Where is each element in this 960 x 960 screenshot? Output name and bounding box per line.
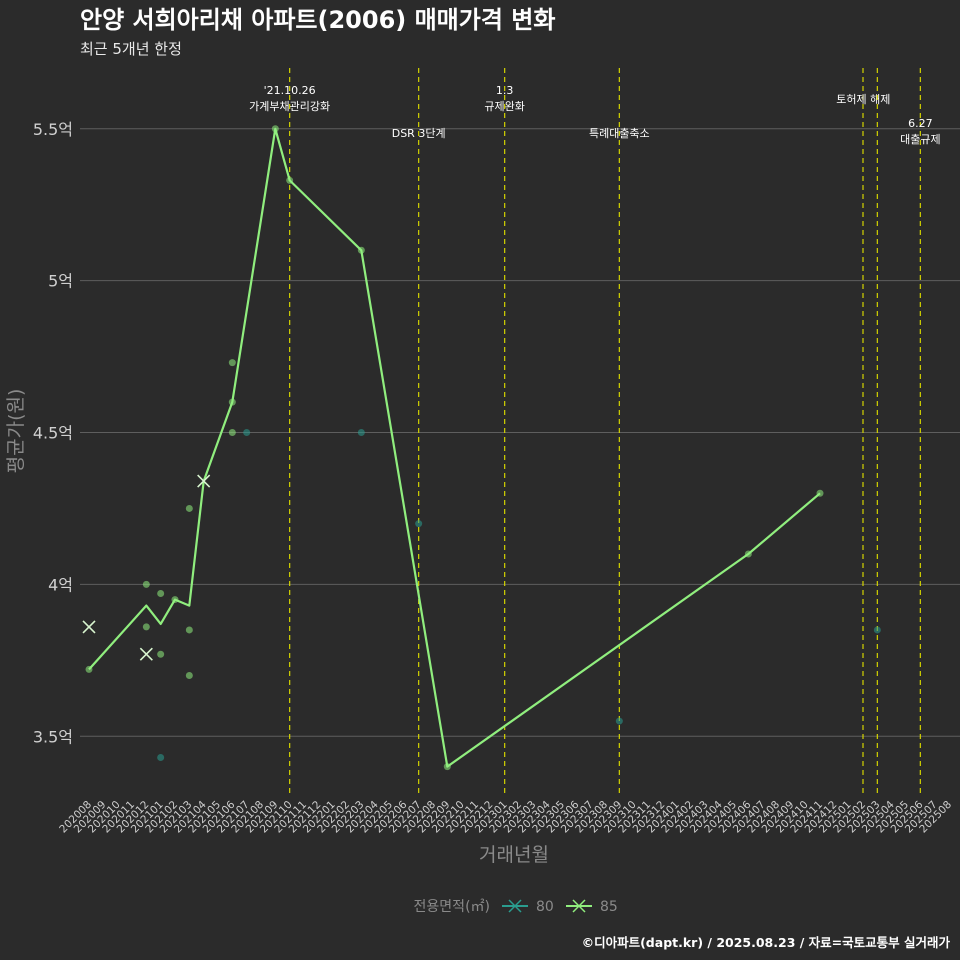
data-point-85: [157, 650, 165, 658]
data-point-85: [185, 504, 193, 512]
legend-item-85: 85: [566, 899, 618, 915]
credit-text: ©디아파트(dapt.kr) / 2025.08.23 / 자료=국토교통부 실…: [582, 935, 951, 950]
average-marker-85: [139, 647, 153, 661]
data-point-85: [228, 359, 236, 367]
data-point-80: [615, 717, 623, 725]
y-axis-ticks: 3.5억 4억 4.5억 5억 5.5억: [33, 120, 73, 747]
y-axis-label: 평균가(원): [5, 389, 27, 474]
event-label: 1.3: [496, 84, 514, 97]
event-label: 특례대출축소: [589, 127, 650, 140]
data-point-85: [228, 429, 236, 436]
data-point-85: [142, 580, 150, 588]
chart-title: 안양 서희아리채 아파트(2006) 매매가격 변화: [80, 6, 555, 34]
average-marker-85: [82, 620, 96, 634]
legend: 전용면적(㎡) 80 85: [414, 899, 618, 915]
data-point-80: [357, 429, 365, 436]
y-tick-label: 3.5억: [33, 727, 73, 746]
legend-swatch-80-cross-icon: [508, 899, 522, 913]
y-tick-label: 5억: [48, 272, 73, 291]
x-axis-ticks: 2020082020092020102020112020122021012021…: [57, 798, 954, 835]
data-point-85: [185, 626, 193, 634]
data-point-80: [157, 754, 165, 762]
event-label: 가계부채관리강화: [249, 100, 330, 113]
legend-label-80: 80: [536, 899, 554, 915]
event-label: DSR 3단계: [392, 127, 446, 140]
legend-item-80: 80: [502, 899, 554, 915]
data-point-80: [873, 626, 881, 634]
series-line-85: [88, 127, 821, 768]
data-point-85: [157, 589, 165, 597]
y-tick-label: 4억: [48, 575, 73, 594]
legend-label-85: 85: [600, 899, 618, 915]
event-label: 규제완화: [484, 100, 524, 113]
chart-subtitle: 최근 5개년 한정: [80, 40, 182, 58]
series: [82, 125, 881, 771]
data-point-80: [415, 520, 423, 528]
y-tick-label: 4.5억: [33, 424, 73, 443]
event-label: 대출규제: [900, 133, 940, 146]
grid: [80, 128, 960, 737]
legend-title: 전용면적(㎡): [414, 899, 490, 915]
event-label: '21.10.26: [264, 84, 316, 97]
data-point-85: [142, 623, 150, 631]
legend-swatch-85-cross-icon: [572, 899, 586, 913]
y-tick-label: 5.5억: [33, 120, 73, 139]
average-marker-85: [197, 474, 211, 488]
event-label: 6.27: [908, 117, 933, 130]
x-axis-label: 거래년월: [479, 844, 549, 866]
data-point-85: [185, 672, 193, 679]
data-point-80: [243, 429, 251, 436]
event-label: 토허제 해제: [836, 92, 890, 106]
